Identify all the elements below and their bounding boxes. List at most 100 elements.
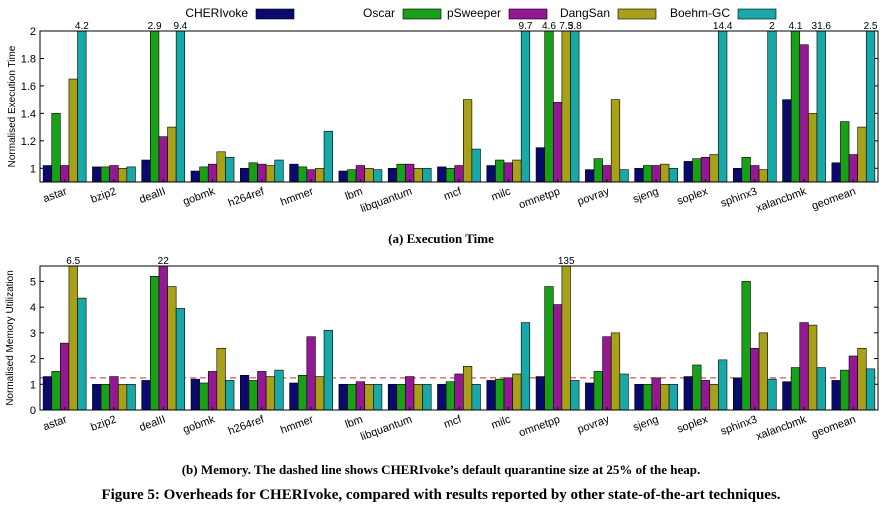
bar-milc-Boehm-GC bbox=[520, 322, 531, 411]
x-label-lbm: lbm bbox=[344, 414, 365, 431]
bar-lbm-Boehm-GC bbox=[373, 383, 383, 411]
bar-astar-DangSan bbox=[68, 78, 78, 183]
x-label-xalancbmk: xalancbmk bbox=[755, 185, 809, 214]
bar-geomean-pSweeper bbox=[848, 154, 858, 183]
bar-omnetpp-pSweeper bbox=[552, 304, 563, 411]
bar-bzip2-DangSan bbox=[117, 383, 128, 411]
bar-geomean-Oscar bbox=[840, 369, 850, 411]
bar-astar-Oscar bbox=[51, 371, 61, 411]
bar-mcf-CHERIvoke bbox=[437, 383, 447, 411]
bar-geomean-CHERIvoke bbox=[831, 162, 841, 183]
x-label-soplex: soplex bbox=[676, 185, 710, 207]
bar-omnetpp-CHERIvoke bbox=[535, 376, 545, 411]
bar-libquantum-DangSan bbox=[413, 167, 423, 183]
bar-xalancbmk-DangSan bbox=[808, 324, 818, 411]
bar-milc-DangSan bbox=[512, 373, 522, 411]
bar-sjeng-DangSan bbox=[660, 383, 670, 411]
bar-hmmer-Boehm-GC bbox=[323, 329, 333, 411]
x-label-sphinx3: sphinx3 bbox=[719, 414, 759, 438]
bar-lbm-CHERIvoke bbox=[338, 170, 348, 183]
y-tick-label: 2 bbox=[30, 354, 36, 366]
bar-soplex-DangSan bbox=[709, 154, 719, 183]
bar-astar-DangSan bbox=[68, 265, 78, 411]
bar-sjeng-DangSan bbox=[660, 163, 670, 183]
overflow-label: 7.5 bbox=[559, 21, 573, 32]
legend: CHERIvoke Oscar pSweeper DangSan Boehm-GC bbox=[185, 6, 777, 20]
y-tick-label: 1.4 bbox=[21, 108, 36, 120]
bar-dealII-DangSan bbox=[167, 126, 177, 183]
bar-hmmer-Oscar bbox=[297, 374, 308, 411]
x-label-mcf: mcf bbox=[442, 413, 464, 431]
x-label-libquantum: libquantum bbox=[359, 414, 414, 444]
overflow-label: 4.6 bbox=[542, 21, 556, 32]
x-label-dealII: dealII bbox=[138, 186, 167, 206]
x-label-soplex: soplex bbox=[676, 413, 710, 435]
bar-sphinx3-DangSan bbox=[758, 332, 768, 411]
bar-libquantum-pSweeper bbox=[405, 376, 415, 411]
bar-dealII-pSweeper bbox=[158, 136, 168, 183]
overflow-label: 31.6 bbox=[812, 21, 832, 32]
bar-mcf-Oscar bbox=[445, 381, 456, 411]
x-label-bzip2: bzip2 bbox=[89, 414, 118, 434]
legend-label-pSweeper: pSweeper bbox=[447, 6, 501, 20]
bar-astar-Boehm-GC bbox=[77, 297, 87, 411]
x-label-milc: milc bbox=[490, 185, 513, 203]
y-axis-label: Normalised Memory Utilization bbox=[5, 270, 16, 406]
bar-libquantum-Oscar bbox=[396, 163, 406, 183]
bar-soplex-CHERIvoke bbox=[683, 161, 693, 183]
bar-bzip2-DangSan bbox=[117, 167, 128, 183]
overflow-label: 4.1 bbox=[789, 21, 803, 32]
bar-astar-Boehm-GC bbox=[77, 30, 87, 183]
bar-sjeng-CHERIvoke bbox=[634, 167, 644, 183]
bar-h264ref-CHERIvoke bbox=[240, 167, 250, 183]
bar-h264ref-Boehm-GC bbox=[274, 159, 284, 183]
bar-dealII-Oscar bbox=[150, 30, 160, 183]
x-label-milc: milc bbox=[490, 413, 513, 431]
bar-mcf-DangSan bbox=[462, 365, 473, 411]
bar-lbm-CHERIvoke bbox=[338, 383, 348, 411]
x-label-sjeng: sjeng bbox=[631, 186, 660, 206]
overflow-label: 2.9 bbox=[148, 21, 162, 32]
bar-povray-Boehm-GC bbox=[619, 373, 629, 411]
bar-lbm-Oscar bbox=[347, 169, 357, 183]
bar-lbm-Oscar bbox=[347, 383, 357, 411]
bar-soplex-pSweeper bbox=[700, 380, 711, 411]
plot-frame bbox=[39, 30, 879, 183]
legend-label-DangSan: DangSan bbox=[560, 6, 610, 20]
overflow-label: 3.8 bbox=[568, 21, 582, 32]
bar-sjeng-pSweeper bbox=[651, 377, 661, 411]
legend-label-CHERIvoke: CHERIvoke bbox=[185, 6, 248, 20]
bar-hmmer-pSweeper bbox=[306, 336, 316, 411]
bar-geomean-pSweeper bbox=[848, 355, 858, 411]
bar-gobmk-pSweeper bbox=[207, 371, 218, 411]
bar-sphinx3-pSweeper bbox=[750, 347, 760, 411]
bar-bzip2-CHERIvoke bbox=[92, 166, 102, 183]
bar-gobmk-DangSan bbox=[216, 151, 226, 183]
bar-povray-DangSan bbox=[610, 332, 621, 411]
bar-soplex-Boehm-GC bbox=[718, 359, 728, 411]
bar-astar-CHERIvoke bbox=[42, 376, 53, 411]
bar-sphinx3-Boehm-GC bbox=[767, 378, 777, 411]
memory-chart: 0 1 2 3 4 5 Normalised Memory Utilization 6.5 22… bbox=[5, 256, 879, 444]
y-tick-label: 1 bbox=[30, 379, 36, 391]
bar-soplex-DangSan bbox=[709, 383, 719, 411]
bar-astar-pSweeper bbox=[60, 342, 70, 411]
x-label-geomean: geomean bbox=[810, 186, 857, 213]
bar-h264ref-Oscar bbox=[248, 380, 258, 411]
legend-label-Oscar: Oscar bbox=[363, 6, 395, 20]
bar-mcf-DangSan bbox=[462, 99, 473, 183]
bar-dealII-Boehm-GC bbox=[175, 308, 186, 411]
bar-mcf-CHERIvoke bbox=[437, 166, 447, 183]
overflow-label: 6.5 bbox=[66, 256, 80, 267]
bar-h264ref-Boehm-GC bbox=[274, 369, 284, 411]
bar-libquantum-Boehm-GC bbox=[422, 167, 432, 183]
x-label-h264ref: h264ref bbox=[227, 413, 267, 437]
x-label-sphinx3: sphinx3 bbox=[719, 186, 759, 210]
legend-label-Boehm-GC: Boehm-GC bbox=[670, 6, 730, 20]
execution-time-chart: 1 1.2 1.4 1.6 1.8 2 Normalised Execution Time 4… bbox=[7, 21, 879, 215]
bar-geomean-Boehm-GC bbox=[865, 30, 876, 183]
bar-h264ref-CHERIvoke bbox=[240, 374, 250, 411]
bar-soplex-Oscar bbox=[692, 364, 702, 411]
bar-sjeng-CHERIvoke bbox=[634, 383, 644, 411]
